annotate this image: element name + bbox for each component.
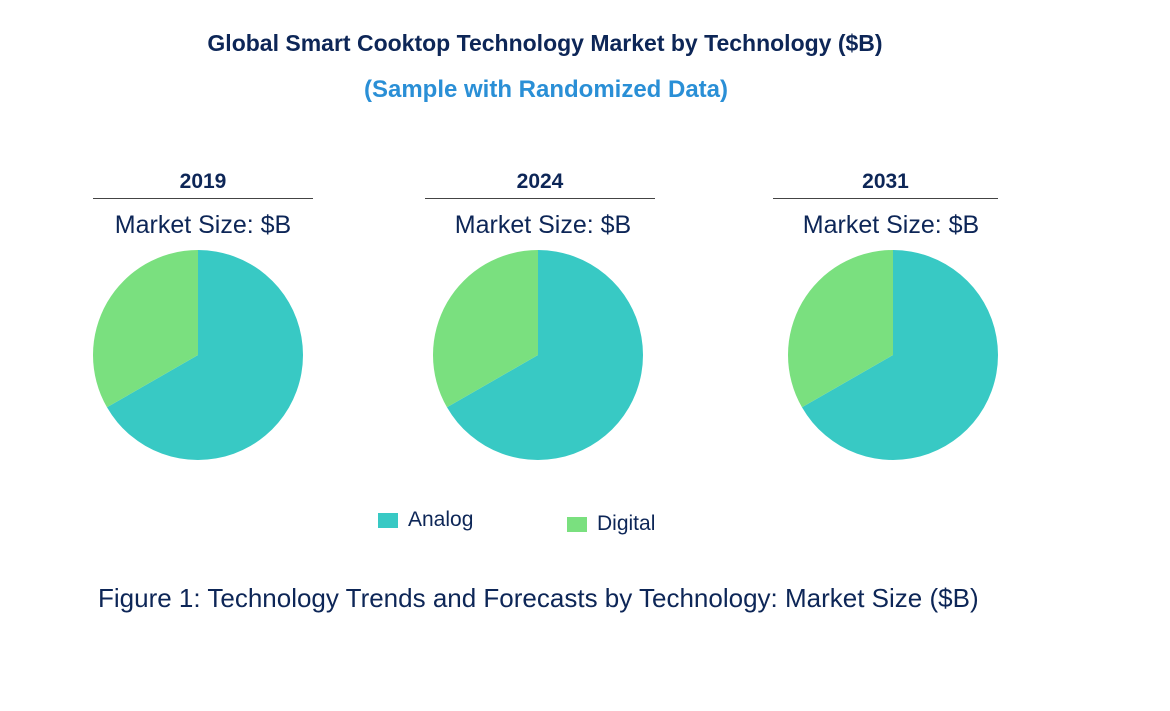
legend-swatch-digital [567, 516, 587, 532]
pie-year-label: 2031 [773, 170, 998, 199]
legend-item-digital: Digital [567, 512, 655, 536]
pie-market-size-label: Market Size: $B [454, 211, 632, 239]
legend-swatch-analog [378, 512, 398, 528]
pie-market-size-label: Market Size: $B [802, 211, 980, 239]
pie-market-size-label: Market Size: $B [114, 211, 292, 239]
chart-title: Global Smart Cooktop Technology Market b… [207, 30, 883, 56]
legend-label: Analog [408, 508, 474, 531]
pie-slice-analog-2019 [106, 250, 303, 460]
pie-slice-digital-2024 [432, 250, 538, 408]
pie-year-label: 2019 [93, 170, 313, 199]
legend-label: Digital [597, 512, 656, 535]
chart-subtitle: (Sample with Randomized Data) [363, 76, 729, 103]
pie-slice-digital-2019 [92, 250, 198, 408]
pie-year-label: 2024 [425, 170, 655, 199]
pie-slice-analog-2031 [801, 250, 998, 460]
pie-slice-analog-2024 [446, 250, 643, 460]
figure-caption: Figure 1: Technology Trends and Forecast… [98, 583, 979, 613]
legend-item-analog: Analog [378, 508, 473, 532]
pie-slice-digital-2031 [787, 249, 893, 408]
